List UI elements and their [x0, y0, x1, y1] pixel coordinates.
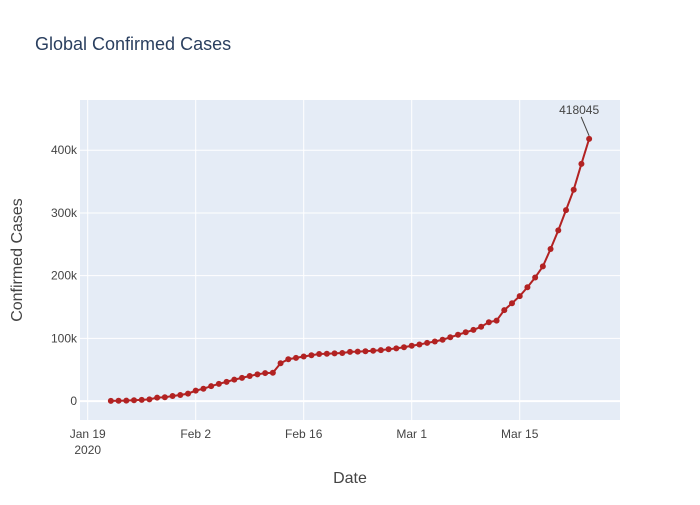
y-tick-label: 300k — [51, 206, 78, 220]
data-point — [161, 394, 168, 401]
data-point — [563, 207, 569, 214]
data-point — [501, 307, 508, 314]
data-point — [385, 346, 392, 353]
data-point — [493, 317, 500, 324]
data-point — [208, 383, 215, 390]
data-point — [455, 331, 461, 338]
y-tick-label: 400k — [51, 143, 78, 157]
data-point — [231, 376, 238, 383]
data-point — [323, 350, 330, 357]
data-point — [131, 397, 137, 404]
data-point — [185, 390, 191, 397]
data-point — [293, 354, 299, 361]
data-point — [246, 372, 253, 379]
data-point — [393, 345, 400, 352]
chart-title: Global Confirmed Cases — [35, 34, 231, 54]
x-tick-label: Feb 16 — [285, 427, 323, 441]
data-point — [254, 371, 261, 378]
data-point — [300, 353, 307, 360]
data-point — [524, 284, 531, 291]
data-point — [154, 394, 161, 401]
data-point — [586, 135, 593, 142]
data-point — [509, 300, 515, 307]
data-point — [223, 378, 230, 385]
data-point — [123, 397, 130, 404]
data-point — [331, 350, 338, 357]
data-point — [578, 160, 585, 167]
data-point — [138, 396, 145, 403]
x-axis-title: Date — [333, 470, 367, 487]
data-point — [239, 374, 245, 381]
data-point — [177, 391, 184, 398]
annotation-label: 418045 — [559, 103, 599, 117]
data-point — [485, 319, 492, 326]
plot-area — [80, 100, 620, 420]
data-point — [447, 334, 454, 341]
data-point — [285, 356, 292, 363]
data-point — [316, 351, 323, 358]
data-point — [470, 326, 477, 333]
data-point — [362, 348, 369, 355]
data-point — [555, 227, 562, 234]
data-point — [277, 360, 284, 367]
data-point — [262, 370, 269, 377]
data-point — [547, 245, 554, 252]
y-axis-title: Confirmed Cases — [9, 198, 26, 322]
data-point — [354, 348, 361, 355]
x-tick-label: Feb 2 — [180, 427, 211, 441]
y-tick-label: 0 — [70, 394, 77, 408]
data-point — [516, 293, 523, 300]
data-point — [169, 393, 176, 400]
x-tick-label: Jan 19 — [70, 427, 106, 441]
data-point — [370, 347, 377, 354]
x-tick-label: Mar 1 — [396, 427, 427, 441]
data-point — [347, 348, 353, 355]
data-point — [200, 385, 207, 392]
data-point — [408, 342, 415, 349]
data-point — [462, 329, 469, 336]
data-point — [107, 397, 114, 404]
x-tick-label: Mar 15 — [501, 427, 539, 441]
data-point — [269, 369, 276, 376]
series-markers — [107, 135, 593, 404]
data-point — [532, 274, 539, 281]
grid — [80, 100, 620, 420]
data-point — [570, 186, 577, 193]
data-point — [431, 338, 438, 345]
data-point — [539, 263, 546, 270]
data-point — [146, 396, 153, 403]
data-point — [215, 380, 222, 387]
data-point — [308, 352, 315, 359]
data-point — [439, 336, 446, 343]
data-point — [401, 344, 407, 351]
annotation-arrow — [580, 116, 590, 137]
data-point — [377, 347, 384, 354]
data-point — [339, 349, 346, 356]
annotation: 418045 — [559, 103, 599, 137]
data-point — [115, 397, 122, 404]
data-point — [478, 323, 485, 330]
y-tick-label: 100k — [51, 331, 78, 345]
axis-ticks: 0 100k 200k 300k 400k Jan 19 2020 Feb 2 Feb 16 Ma… — [51, 143, 539, 457]
data-point — [192, 387, 199, 394]
y-tick-label: 200k — [51, 269, 78, 283]
x-tick-sublabel: 2020 — [74, 443, 101, 457]
data-point — [416, 341, 423, 348]
data-point — [424, 339, 431, 346]
